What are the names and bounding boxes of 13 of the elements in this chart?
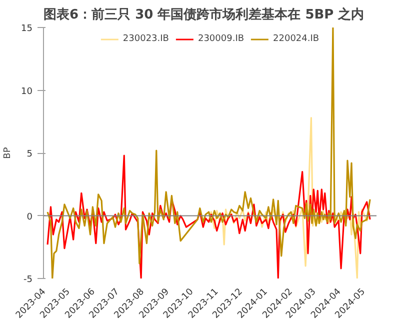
y-tick-label: 0 [26,212,33,222]
line-series [208,117,371,278]
y-tick-label: 10 [21,86,33,97]
y-tick-label: -5 [24,275,33,285]
legend-label: 230009.IB [198,34,244,44]
legend-label: 220024.IB [273,34,320,44]
y-tick-label: 15 [21,24,32,34]
legend-label: 230023.IB [122,34,169,44]
line-series [46,28,371,278]
y-axis-title: BP [3,146,14,159]
y-tick-label: 5 [26,150,33,160]
chart-title: 图表6：前三只 30 年国债跨市场利差基本在 5BP 之内 [44,6,364,22]
line-series [46,154,371,278]
